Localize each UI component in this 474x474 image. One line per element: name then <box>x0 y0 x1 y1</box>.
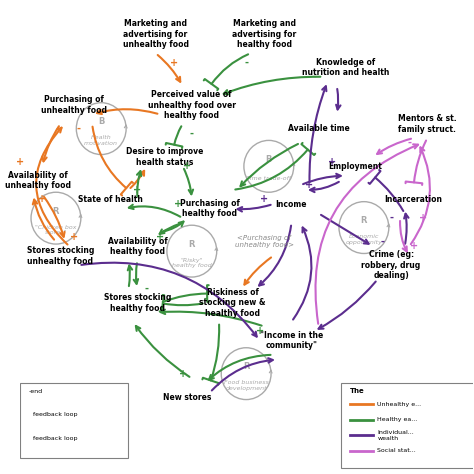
Text: Income: Income <box>276 200 307 209</box>
Text: B: B <box>265 155 272 164</box>
Text: R: R <box>189 239 195 248</box>
Text: Social stat...: Social stat... <box>377 448 416 454</box>
Text: Purchasing of
unhealthy food: Purchasing of unhealthy food <box>41 95 107 115</box>
Text: Stores stocking
healthy food: Stores stocking healthy food <box>104 293 171 313</box>
Text: R: R <box>243 362 249 371</box>
Text: -: - <box>190 128 194 138</box>
Text: +: + <box>410 241 418 251</box>
Text: Crime (eg:
robbery, drug
dealing): Crime (eg: robbery, drug dealing) <box>362 250 421 280</box>
Text: Time trade-off: Time trade-off <box>246 175 292 181</box>
Text: +: + <box>255 326 264 336</box>
Text: Unhealthy e...: Unhealthy e... <box>377 402 422 407</box>
Text: feedback loop: feedback loop <box>29 412 77 417</box>
Text: Incarceration: Incarceration <box>385 195 443 204</box>
Text: +: + <box>174 199 182 209</box>
Text: "Risky"
healthy food: "Risky" healthy food <box>172 257 212 268</box>
Text: Mentors & st.
family struct.: Mentors & st. family struct. <box>398 114 456 134</box>
Text: New stores: New stores <box>163 393 211 402</box>
Text: +: + <box>306 180 314 190</box>
Text: Healthy ea...: Healthy ea... <box>377 417 418 422</box>
Text: +: + <box>328 156 336 166</box>
Text: -: - <box>145 284 148 294</box>
Text: +: + <box>170 58 178 68</box>
Text: +: + <box>38 194 46 204</box>
Text: Marketing and
advertising for
unhealthy food: Marketing and advertising for unhealthy … <box>123 19 189 49</box>
Text: +: + <box>156 232 164 242</box>
Text: Marketing and
advertising for
healthy food: Marketing and advertising for healthy fo… <box>232 19 296 49</box>
Text: +: + <box>419 213 427 223</box>
Text: Economic
opportunity: Economic opportunity <box>346 234 383 245</box>
Text: +: + <box>260 194 268 204</box>
Text: Knowledge of
nutrition and health: Knowledge of nutrition and health <box>302 58 390 77</box>
Text: "Income in the
community": "Income in the community" <box>260 331 323 350</box>
Text: Purchasing of
healthy food: Purchasing of healthy food <box>180 199 240 219</box>
Text: Health
motivation: Health motivation <box>84 135 118 146</box>
Text: +: + <box>16 156 24 166</box>
Text: The: The <box>350 388 365 393</box>
Text: -: - <box>407 138 411 148</box>
FancyBboxPatch shape <box>20 383 128 458</box>
Text: -: - <box>380 237 384 246</box>
Text: Availability of
unhealthy food: Availability of unhealthy food <box>5 171 71 190</box>
Text: -: - <box>77 124 81 134</box>
Text: State of health: State of health <box>78 195 143 204</box>
Text: -: - <box>312 72 316 82</box>
Text: Riskiness of
stocking new &
healthy food: Riskiness of stocking new & healthy food <box>199 288 266 318</box>
Text: R: R <box>53 207 59 216</box>
Text: -: - <box>203 293 208 303</box>
Text: Employment: Employment <box>328 162 382 171</box>
Text: +: + <box>133 185 142 195</box>
Text: +: + <box>179 369 187 379</box>
Text: Perceived value of
unhealthy food over
healthy food: Perceived value of unhealthy food over h… <box>148 90 236 120</box>
FancyBboxPatch shape <box>341 383 474 468</box>
Text: Available time: Available time <box>288 124 349 133</box>
Text: feedback loop: feedback loop <box>29 436 77 441</box>
Text: <Purchasing of
unhealthy food>: <Purchasing of unhealthy food> <box>235 235 294 248</box>
Text: +: + <box>70 232 78 242</box>
Text: B: B <box>98 117 104 126</box>
Text: +: + <box>183 161 191 171</box>
Text: Food business
development: Food business development <box>224 380 269 391</box>
Text: Availability of
healthy food: Availability of healthy food <box>108 237 167 256</box>
Text: -: - <box>389 213 393 223</box>
Text: "Chicken box
stores": "Chicken box stores" <box>35 225 77 235</box>
Text: -: - <box>244 58 248 68</box>
Text: Stores stocking
unhealthy food: Stores stocking unhealthy food <box>27 246 94 265</box>
Text: -end: -end <box>29 389 43 393</box>
Text: Desire to improve
health status: Desire to improve health status <box>126 147 203 166</box>
Text: Individual...
wealth: Individual... wealth <box>377 430 414 441</box>
Text: R: R <box>361 216 367 225</box>
